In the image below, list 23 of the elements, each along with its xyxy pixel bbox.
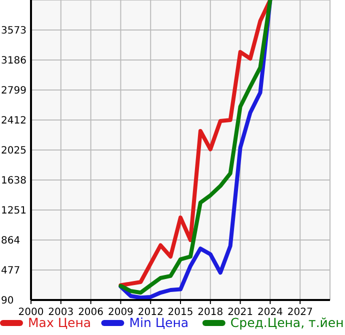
x-tick-label: 2006 <box>78 307 104 318</box>
x-tick-label: 2000 <box>18 307 44 318</box>
legend-label: Max Цена <box>28 315 92 330</box>
legend-label: Сред.Цена, т.йен <box>230 315 344 330</box>
x-tick-label: 2021 <box>228 307 254 318</box>
y-tick-label: 2025 <box>1 146 26 156</box>
y-tick-label: 1638 <box>1 176 26 186</box>
x-tick-label: 2003 <box>48 307 74 318</box>
y-tick-label: 477 <box>1 266 20 276</box>
y-tick-label: 90 <box>1 296 14 306</box>
x-tick-label: 2024 <box>257 307 283 318</box>
y-tick-label: 3186 <box>1 56 26 66</box>
x-tick-label: 2015 <box>168 307 194 318</box>
y-tick-label: 3573 <box>1 26 26 36</box>
x-tick-label: 2009 <box>108 307 134 318</box>
x-tick-label: 2012 <box>138 307 164 318</box>
y-tick-label: 1251 <box>1 206 26 216</box>
y-tick-label: 2799 <box>1 86 26 96</box>
x-tick-label: 2027 <box>287 307 313 318</box>
x-tick-label: 2018 <box>198 307 224 318</box>
legend-label: Min Цена <box>129 315 189 330</box>
y-tick-label: 864 <box>1 236 20 246</box>
y-tick-label: 2412 <box>1 116 26 126</box>
